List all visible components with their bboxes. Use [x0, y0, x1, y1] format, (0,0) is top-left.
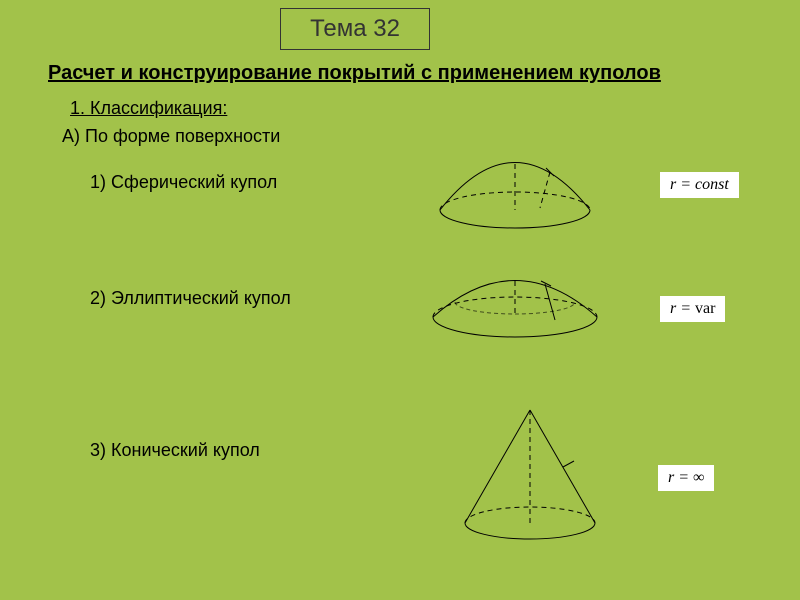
section-classification: 1. Классификация: [70, 98, 227, 119]
formula-cone: r = ∞ [658, 465, 714, 491]
page-title: Расчет и конструирование покрытий с прим… [48, 62, 661, 85]
diagram-area: r = const r = var r = ∞ [420, 150, 770, 590]
diagram-cone [440, 405, 620, 560]
item-conical: 3) Конический купол [90, 440, 260, 461]
diagram-sphere [430, 150, 610, 250]
topic-box: Тема 32 [280, 8, 430, 50]
diagram-ellipse [425, 262, 615, 367]
formula-sphere: r = const [660, 172, 739, 198]
section-surface-shape: А) По форме поверхности [62, 126, 280, 147]
formula-ellipse: r = var [660, 296, 725, 322]
item-spherical: 1) Сферический купол [90, 172, 277, 193]
item-elliptical: 2) Эллиптический купол [90, 288, 291, 309]
